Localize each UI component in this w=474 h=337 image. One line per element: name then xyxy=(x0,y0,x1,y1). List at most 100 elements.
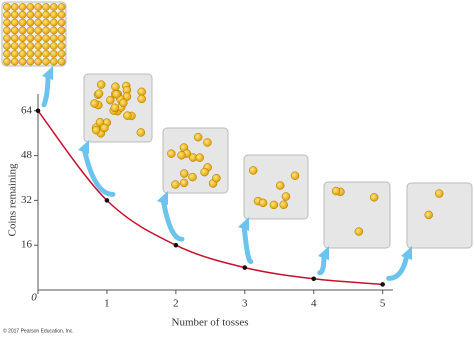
data-point xyxy=(311,276,317,282)
coin xyxy=(34,34,43,43)
coin xyxy=(49,3,58,11)
coin xyxy=(10,34,19,43)
coin xyxy=(57,26,66,35)
coin xyxy=(3,26,11,35)
coin-panel xyxy=(243,154,309,220)
x-tick-label: 1 xyxy=(104,298,110,310)
coin xyxy=(57,18,66,27)
y-axis-label: Coins remaining xyxy=(7,163,19,237)
coin xyxy=(179,178,189,188)
coin xyxy=(42,26,50,35)
coin xyxy=(42,18,50,27)
arrow-head xyxy=(157,191,168,205)
coin xyxy=(137,87,146,97)
x-tick-label: 2 xyxy=(173,298,179,310)
coin xyxy=(275,181,285,190)
coin xyxy=(290,171,300,180)
arrow-head xyxy=(401,246,412,260)
coin xyxy=(42,3,50,11)
x-tick-label: 5 xyxy=(380,298,386,310)
x-axis-label: Number of tosses xyxy=(172,317,249,329)
panel xyxy=(406,182,473,249)
arrow xyxy=(81,145,116,197)
coin xyxy=(34,42,43,50)
coin xyxy=(95,117,105,127)
curve xyxy=(37,110,383,286)
coin xyxy=(424,210,433,220)
coin-panel xyxy=(1,1,67,67)
coin xyxy=(18,18,27,27)
coin xyxy=(111,82,120,91)
arrow xyxy=(241,222,254,265)
coin xyxy=(26,10,35,19)
coin xyxy=(203,138,212,147)
coin xyxy=(26,57,35,66)
coin xyxy=(18,34,27,43)
coin xyxy=(18,26,27,35)
coin xyxy=(10,42,19,50)
coin xyxy=(369,193,379,202)
coin xyxy=(3,57,11,66)
coin xyxy=(49,10,58,19)
coin xyxy=(188,172,197,182)
coin xyxy=(57,49,66,58)
coin xyxy=(49,34,58,43)
coin xyxy=(167,149,176,158)
coin xyxy=(100,123,109,133)
x-tick-label: 3 xyxy=(242,298,248,310)
arrow xyxy=(386,251,410,281)
coin xyxy=(10,10,19,19)
y-tick-label: 16 xyxy=(21,239,33,251)
arrow-head xyxy=(318,246,329,260)
coin xyxy=(137,94,146,104)
coin xyxy=(57,42,66,50)
coin xyxy=(3,3,11,11)
arrow-head xyxy=(238,217,249,231)
data-point xyxy=(104,198,110,203)
coin xyxy=(3,18,11,27)
data-point xyxy=(35,108,41,114)
coin xyxy=(136,128,146,137)
coin xyxy=(34,26,43,35)
arrow-head xyxy=(78,140,89,154)
coin xyxy=(42,49,50,58)
coin xyxy=(18,10,27,19)
coin xyxy=(42,10,50,19)
coin xyxy=(212,173,221,183)
coin-panel xyxy=(83,73,153,143)
coin xyxy=(57,57,66,66)
coin xyxy=(91,125,101,135)
y-tick-label: 64 xyxy=(21,104,33,116)
coin xyxy=(3,42,11,50)
coin xyxy=(10,49,19,58)
coin xyxy=(26,49,35,58)
coin xyxy=(10,18,19,27)
coin xyxy=(3,10,11,19)
coin xyxy=(26,42,35,50)
coin xyxy=(49,26,58,35)
y-tick-label: 48 xyxy=(21,149,33,161)
panel xyxy=(1,1,67,67)
coin xyxy=(57,3,66,11)
arrow xyxy=(41,71,51,108)
data-point xyxy=(173,242,179,248)
coin xyxy=(26,26,35,35)
coin xyxy=(195,153,204,162)
coin xyxy=(49,18,58,27)
coin xyxy=(18,42,27,50)
y-tick-label: 32 xyxy=(21,194,32,206)
copyright: © 2017 Pearson Education, Inc. xyxy=(3,327,74,334)
x-tick-label: 0 xyxy=(31,292,37,304)
coin xyxy=(34,57,43,66)
x-tick-label: 4 xyxy=(311,298,317,310)
panel xyxy=(243,154,309,220)
coin xyxy=(34,3,43,11)
coin xyxy=(42,42,50,50)
coin xyxy=(258,198,268,208)
coin xyxy=(49,57,58,66)
coin-panel xyxy=(162,127,229,194)
data-point xyxy=(242,265,248,270)
coin xyxy=(123,111,132,120)
coin xyxy=(42,57,50,66)
coin xyxy=(94,89,104,98)
